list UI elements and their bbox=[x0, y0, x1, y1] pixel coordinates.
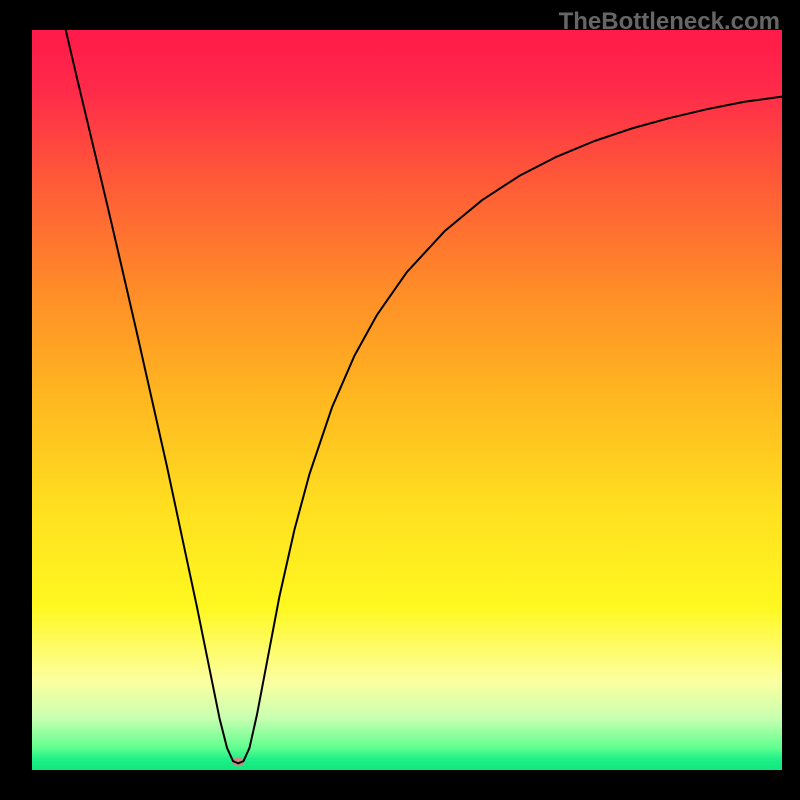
bottleneck-chart bbox=[0, 0, 800, 800]
plot-background bbox=[32, 30, 782, 770]
chart-container: TheBottleneck.com bbox=[0, 0, 800, 800]
